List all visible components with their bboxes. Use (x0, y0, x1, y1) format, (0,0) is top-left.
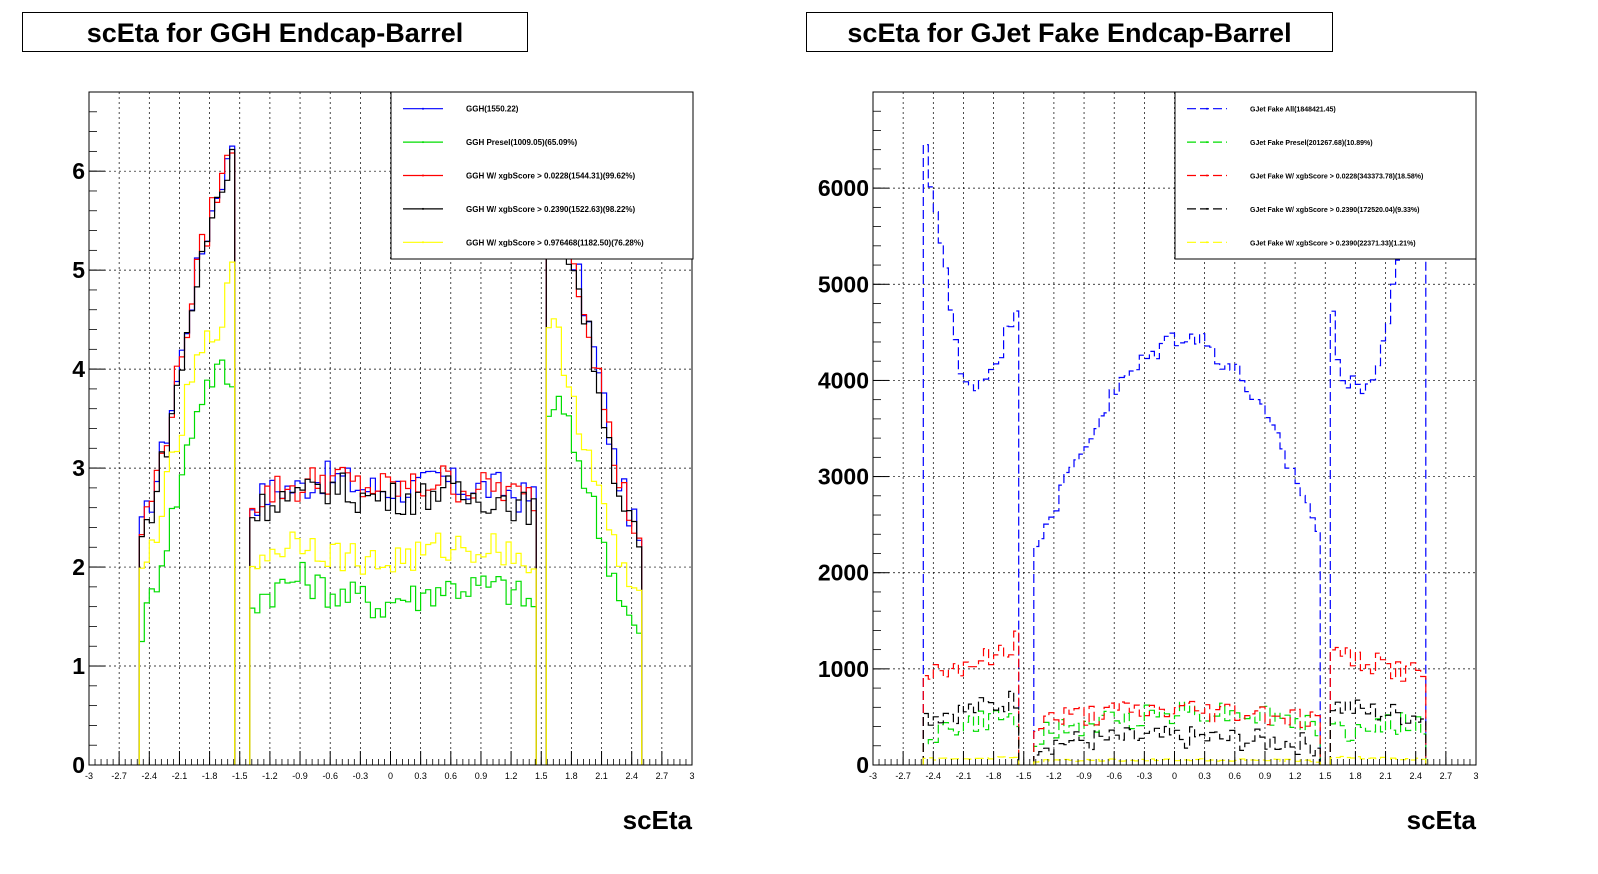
x-axis-label: scEta (1407, 805, 1477, 835)
legend-entry: GGH(1550.22) (466, 105, 519, 114)
x-tick-label: 0.9 (475, 771, 488, 781)
x-tick-label: 0.3 (1198, 771, 1211, 781)
x-tick-label: 1.2 (505, 771, 518, 781)
x-tick-label: -2.4 (926, 771, 942, 781)
y-tick-label: 2000 (818, 560, 869, 586)
y-tick-label: 0 (856, 752, 869, 778)
legend-marker (422, 174, 424, 177)
legend-entry: GJet Fake Presel(201267.68)(10.89%) (1250, 140, 1373, 147)
x-tick-label: 0 (1172, 771, 1177, 781)
legend-marker (422, 141, 424, 144)
x-tick-label: -0.6 (322, 771, 338, 781)
legend-marker (422, 207, 424, 210)
series-line (922, 701, 1427, 765)
right-plot-area: -3 -2.7 -2.4 -2.1 -1.8 -1.5 -1.2 -0.9 -0.6 -0.3 0 0… (818, 91, 1479, 835)
legend-entry: GJet Fake W/ xgbScore > 0.2390(172520.04… (1250, 207, 1419, 214)
y-tick-label: 6 (72, 158, 85, 184)
x-tick-label: 0.3 (414, 771, 427, 781)
legend-marker (1206, 174, 1208, 177)
x-tick-label: 1.5 (535, 771, 548, 781)
legend-entry: GJet Fake All(1848421.45) (1250, 107, 1336, 114)
legend-entry: GJet Fake W/ xgbScore > 0.0228(343373.78… (1250, 174, 1423, 181)
x-tick-label: 0.6 (445, 771, 458, 781)
x-tick-label: 2.4 (625, 771, 638, 781)
x-tick-label: 1.5 (1319, 771, 1332, 781)
legend-box (1174, 91, 1477, 260)
x-tick-label: 2.7 (1440, 771, 1453, 781)
series-line (138, 261, 643, 765)
left-plot-area: -3 -2.7 -2.4 -2.1 -1.8 -1.5 -1.2 -0.9 -0.6 -0.3 0 0… (72, 91, 695, 835)
series-line (922, 755, 1427, 765)
y-tick-label: 1 (72, 653, 85, 679)
x-tick-label: 2.7 (656, 771, 669, 781)
x-tick-label: 0.9 (1259, 771, 1272, 781)
legend-marker (1206, 241, 1208, 244)
x-tick-label: -0.9 (1076, 771, 1092, 781)
x-tick-label: 2.1 (595, 771, 608, 781)
x-tick-label: 2.1 (1379, 771, 1392, 781)
legend-marker (1206, 107, 1208, 110)
x-tick-label: -0.6 (1106, 771, 1122, 781)
x-tick-label: 1.8 (1349, 771, 1362, 781)
series-line (922, 144, 1427, 765)
x-tick-label: 3 (1473, 771, 1478, 781)
y-tick-label: 4000 (818, 367, 869, 393)
x-tick-label: 3 (689, 771, 694, 781)
x-tick-label: -1.5 (232, 771, 248, 781)
x-tick-label: -0.3 (353, 771, 369, 781)
x-tick-label: 1.2 (1289, 771, 1302, 781)
legend-entry: GGH Presel(1009.05)(65.09%) (466, 138, 578, 147)
x-tick-label: 2.4 (1409, 771, 1422, 781)
x-tick-label: -1.2 (1046, 771, 1062, 781)
y-tick-label: 5000 (818, 271, 869, 297)
x-tick-label: 0.6 (1229, 771, 1242, 781)
x-tick-label: -2.7 (111, 771, 127, 781)
series-line (138, 359, 643, 765)
x-tick-label: -2.7 (895, 771, 911, 781)
series-line (922, 630, 1427, 765)
legend-entry: GJet Fake W/ xgbScore > 0.2390(22371.33)… (1250, 240, 1416, 247)
legend-entry: GGH W/ xgbScore > 0.2390(1522.63)(98.22%… (466, 205, 636, 214)
legend-marker (1206, 207, 1208, 210)
x-tick-label: -2.4 (142, 771, 158, 781)
legend: GJet Fake All(1848421.45) GJet Fake Prese… (1174, 91, 1477, 260)
y-tick-label: 6000 (818, 175, 869, 201)
y-tick-label: 2 (72, 554, 85, 580)
left-chart-title: scEta for GGH Endcap-Barrel (22, 12, 528, 52)
right-chart-title: scEta for GJet Fake Endcap-Barrel (806, 12, 1333, 52)
x-tick-label: 1.8 (565, 771, 578, 781)
series-line (922, 690, 1427, 765)
legend-marker (422, 107, 424, 110)
x-tick-label: -0.9 (292, 771, 308, 781)
x-tick-label: -1.8 (986, 771, 1002, 781)
legend-marker (1206, 141, 1208, 144)
legend-marker (422, 241, 424, 244)
y-tick-label: 1000 (818, 656, 869, 682)
y-tick-label: 5 (72, 257, 85, 283)
y-tick-label: 4 (72, 356, 85, 382)
x-axis-label: scEta (623, 805, 693, 835)
legend-entry: GGH W/ xgbScore > 0.976468(1182.50)(76.2… (466, 238, 644, 247)
x-tick-label: 0 (388, 771, 393, 781)
legend-entry: GGH W/ xgbScore > 0.0228(1544.31)(99.62%… (466, 172, 636, 181)
x-tick-label: -1.8 (202, 771, 218, 781)
y-tick-label: 3 (72, 455, 85, 481)
x-tick-label: -1.2 (262, 771, 278, 781)
legend: GGH(1550.22) GGH Presel(1009.05)(65.09%) G… (390, 91, 694, 260)
x-tick-label: -3 (869, 771, 877, 781)
x-tick-label: -3 (85, 771, 93, 781)
x-tick-label: -0.3 (1137, 771, 1153, 781)
x-tick-label: -1.5 (1016, 771, 1032, 781)
x-tick-label: -2.1 (956, 771, 972, 781)
y-tick-label: 3000 (818, 464, 869, 490)
y-tick-label: 0 (72, 752, 85, 778)
x-tick-label: -2.1 (172, 771, 188, 781)
left-chart: -3 -2.7 -2.4 -2.1 -1.8 -1.5 -1.2 -0.9 -0.6 -0.3 0 0… (72, 91, 695, 835)
